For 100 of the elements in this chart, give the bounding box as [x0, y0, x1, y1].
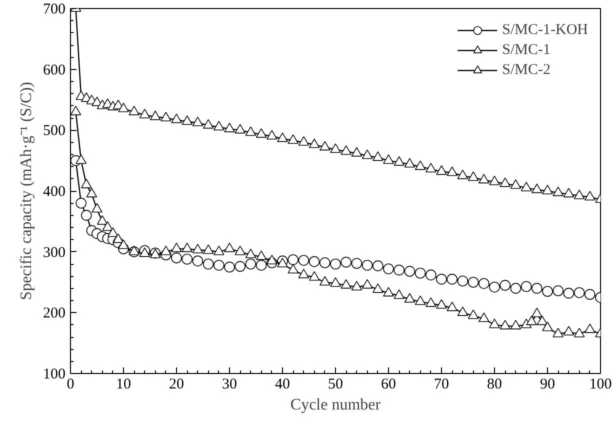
- point: [404, 293, 416, 303]
- x-tick-label: 10: [116, 376, 131, 392]
- point: [414, 268, 426, 279]
- point: [76, 198, 86, 209]
- x-tick-label: 100: [589, 376, 612, 392]
- point: [552, 328, 564, 338]
- point: [234, 246, 246, 256]
- point: [510, 179, 522, 189]
- point: [171, 114, 182, 124]
- point: [245, 248, 256, 258]
- point: [563, 288, 574, 299]
- point: [478, 174, 490, 184]
- point: [340, 256, 352, 268]
- point: [298, 136, 310, 146]
- point: [70, 106, 82, 116]
- point: [320, 276, 330, 286]
- point: [182, 242, 192, 252]
- point: [574, 190, 585, 200]
- point: [182, 254, 192, 265]
- point: [214, 260, 224, 271]
- point: [330, 143, 341, 153]
- point: [532, 282, 542, 294]
- point: [150, 110, 161, 120]
- point: [414, 160, 426, 170]
- point: [86, 188, 98, 198]
- point: [500, 320, 510, 330]
- point: [584, 190, 596, 200]
- point: [532, 308, 542, 318]
- point: [171, 242, 182, 252]
- point: [383, 263, 394, 274]
- point: [468, 310, 479, 319]
- legend-label: S/MC-2: [502, 62, 551, 78]
- x-tick-label: 0: [66, 376, 74, 392]
- point: [372, 283, 384, 293]
- point: [436, 165, 447, 175]
- point: [160, 246, 172, 256]
- point: [446, 166, 458, 176]
- point: [500, 280, 510, 291]
- point: [510, 320, 522, 330]
- point: [171, 252, 182, 264]
- y-tick-label: 600: [43, 62, 66, 78]
- point: [308, 271, 320, 281]
- x-tick-label: 80: [487, 376, 502, 392]
- point: [520, 182, 532, 192]
- point: [234, 124, 246, 134]
- point: [500, 178, 510, 187]
- point: [351, 258, 362, 269]
- point: [404, 266, 416, 277]
- y-axis-title: Specific capacity (mAh·g⁻¹ (S/C)): [18, 82, 35, 300]
- point: [457, 276, 468, 286]
- point: [394, 264, 404, 276]
- x-tick-label: 20: [169, 376, 184, 392]
- point: [266, 254, 278, 264]
- point: [446, 274, 458, 285]
- y-tick-label: 700: [43, 2, 66, 18]
- point: [426, 270, 436, 280]
- point: [192, 244, 204, 254]
- point: [446, 302, 458, 312]
- point: [414, 296, 426, 306]
- point: [298, 254, 310, 266]
- point: [256, 128, 267, 138]
- point: [536, 316, 548, 326]
- point: [351, 280, 362, 290]
- point: [372, 151, 384, 161]
- point: [330, 277, 341, 287]
- point: [234, 261, 246, 272]
- point: [478, 278, 490, 289]
- point: [256, 250, 267, 260]
- point: [288, 134, 298, 144]
- point: [112, 233, 124, 243]
- point: [81, 178, 92, 188]
- point: [160, 112, 172, 122]
- point: [108, 227, 118, 237]
- point: [214, 120, 224, 130]
- point: [468, 171, 479, 181]
- legend-label: S/MC-1: [502, 42, 551, 58]
- point: [584, 289, 596, 300]
- point: [383, 287, 394, 296]
- point: [584, 324, 596, 333]
- point: [457, 170, 468, 180]
- point: [394, 156, 404, 166]
- point: [542, 286, 553, 297]
- point: [532, 184, 542, 194]
- point: [92, 203, 102, 213]
- point: [192, 116, 204, 126]
- point: [520, 281, 532, 292]
- x-tick-label: 70: [434, 376, 449, 392]
- point: [277, 132, 288, 142]
- point: [489, 176, 500, 186]
- point: [362, 279, 373, 289]
- point: [118, 240, 129, 250]
- point: [574, 328, 585, 338]
- point: [330, 258, 341, 270]
- point: [256, 260, 267, 271]
- point: [552, 186, 564, 196]
- point: [308, 256, 320, 267]
- x-tick-label: 60: [381, 376, 396, 392]
- point: [510, 282, 522, 294]
- point: [139, 108, 150, 118]
- point: [102, 221, 113, 231]
